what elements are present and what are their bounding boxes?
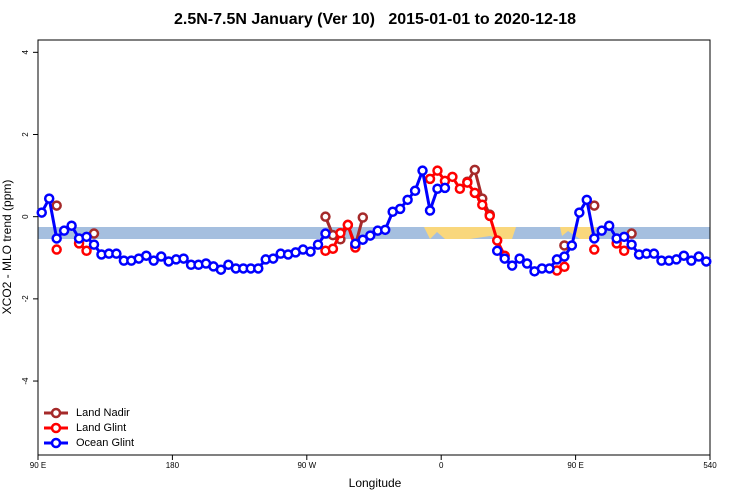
data-point [402,194,413,206]
data-point [596,225,607,236]
data-point [618,245,630,257]
data-point [66,220,77,231]
data-point [417,165,428,176]
data-point [155,251,167,262]
data-point [51,244,62,255]
data-point [693,251,705,262]
y-tick-label: -2 [21,295,30,303]
y-tick-label: 4 [21,50,30,55]
legend-marker [50,437,62,449]
data-point [559,261,570,273]
data-point [305,246,316,257]
data-point [701,256,712,267]
legend-marker [50,407,62,419]
x-tick-label: 540 [703,461,717,470]
x-tick-label: 90 W [297,461,316,470]
data-point [253,263,264,274]
data-point [81,245,92,257]
legend-label: Land Glint [76,422,126,434]
data-point [439,182,451,194]
data-point [215,264,227,275]
data-point [603,220,615,231]
data-point [51,200,62,211]
data-point [589,233,600,244]
data-point [320,211,331,222]
data-point [454,183,466,194]
chart-title: 2.5N-7.5N January (Ver 10) 2015-01-01 to… [174,11,576,28]
data-point [178,253,189,264]
data-point [267,253,279,264]
legend-label: Ocean Glint [76,437,134,449]
data-point [58,225,70,236]
x-tick-label: 90 E [30,461,46,470]
y-tick-label: 0 [21,214,30,219]
legend-marker [50,422,62,434]
y-axis-label: XCO2 - MLO trend (ppm) [0,180,14,315]
data-point [477,199,488,211]
data-point [514,253,525,264]
data-point [111,248,122,259]
data-point [350,238,361,250]
data-point [335,227,346,239]
data-point [148,255,159,266]
data-point [88,239,100,250]
plot-frame [37,39,711,456]
data-point [141,250,152,261]
data-point [521,258,533,269]
legend: Land Nadir Land Glint Ocean Glint [44,407,134,449]
data-point [484,210,495,222]
data-point [559,251,570,262]
data-point [626,239,637,250]
data-point [589,244,600,255]
data-point [574,207,585,218]
x-tick-label: 180 [166,461,180,470]
x-axis-label: Longitude [349,476,402,490]
data-point [447,171,458,183]
data-point [342,219,354,231]
data-point [43,193,55,204]
land-band [560,227,596,239]
data-point [686,255,697,266]
data-point [469,187,481,199]
data-point [424,173,436,185]
data-point [357,212,369,223]
x-tick-label: 90 E [567,461,583,470]
data-point [320,228,331,239]
y-tick-label: -4 [21,377,30,385]
data-point [409,185,421,197]
data-point [544,263,555,274]
data-point [506,260,518,271]
data-point [394,203,406,215]
data-point [491,245,503,257]
data-point [424,205,436,216]
data-point [51,233,62,244]
y-tick-label: 2 [21,132,30,137]
data-point [379,224,391,236]
data-point [499,253,510,264]
data-point [566,240,578,251]
data-point [589,200,600,211]
data-point [462,177,473,188]
data-point [469,164,481,176]
data-point [312,239,324,250]
x-tick-label: 0 [439,461,444,470]
data-point [327,243,339,254]
data-point [365,230,376,241]
data-point [357,234,369,245]
data-point [491,235,503,246]
data-point [81,231,92,243]
data-point [36,207,47,218]
data-point [432,165,443,176]
data-point [581,194,593,206]
series [36,165,712,277]
data-point [678,250,690,261]
data-point [648,248,660,259]
legend-label: Land Nadir [76,407,130,419]
data-point [618,231,630,243]
